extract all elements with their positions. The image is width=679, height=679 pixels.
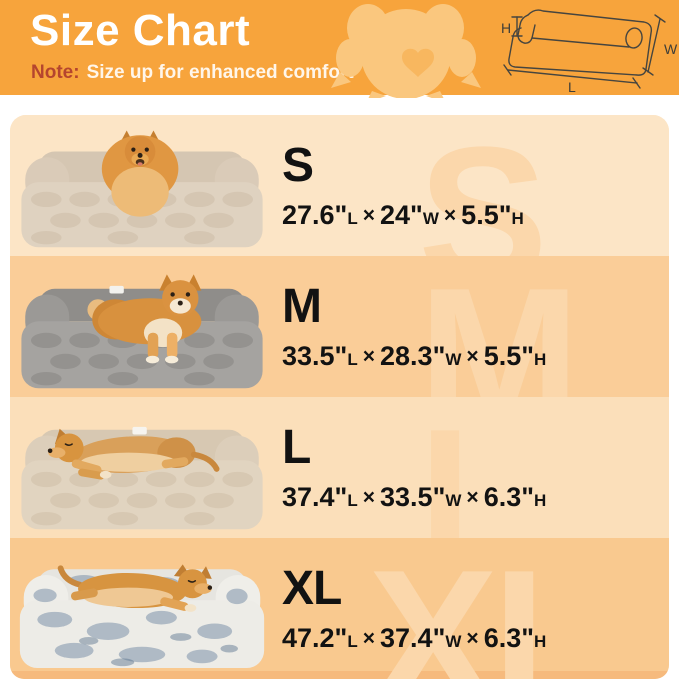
height-unit: H (534, 632, 547, 651)
size-label: M (282, 280, 322, 333)
size-dimensions: 33.5"L × 28.3"W × 5.5"H (282, 343, 546, 370)
pomeranian-dog (101, 130, 179, 217)
length-value: 27.6" (282, 200, 348, 230)
dog-head-heart-icon (331, 4, 481, 98)
size-row-l: L (10, 397, 669, 595)
height-unit: H (534, 350, 547, 369)
width-unit: W (445, 632, 462, 651)
size-label: XL (282, 562, 342, 615)
stretched-dog (47, 428, 220, 480)
height-value: 6.3" (483, 482, 535, 512)
size-row-m: M (10, 256, 669, 454)
width-value: 28.3" (380, 341, 446, 371)
bed-dimensions-diagram: H W L (501, 9, 678, 94)
stretched-shiba-dog (57, 564, 213, 612)
size-dimensions: 47.2"L × 37.4"W × 6.3"H (282, 625, 546, 652)
bed-photo-s-pomeranian (21, 130, 263, 248)
note-text: Size up for enhanced comfort (86, 62, 354, 83)
diagram-w-label: W (664, 41, 678, 57)
times-sign: × (362, 345, 376, 368)
times-sign: × (362, 204, 376, 227)
times-sign: × (362, 627, 376, 650)
width-unit: W (422, 209, 439, 228)
note-line: Note: Size up for enhanced comfort (31, 62, 354, 84)
size-label: S (282, 139, 314, 192)
size-dimensions: 37.4"L × 33.5"W × 6.3"H (282, 484, 546, 511)
height-value: 5.5" (461, 200, 512, 230)
size-row-xl: XL (10, 538, 669, 679)
height-unit: H (511, 209, 524, 228)
size-info-xl: XL 47.2"L × 37.4"W × 6.3"H (282, 538, 546, 679)
size-info-s: S 27.6"L × 24"W × 5.5"H (282, 115, 524, 256)
height-value: 6.3" (483, 623, 535, 653)
header: Size Chart Note: Size up for enhanced com… (0, 0, 679, 98)
length-unit: L (347, 632, 358, 651)
times-sign: × (466, 486, 479, 509)
shiba-inu-dog (87, 274, 202, 364)
width-value: 33.5" (380, 482, 446, 512)
length-value: 47.2" (282, 623, 348, 653)
width-unit: W (445, 350, 462, 369)
bed-photo-m-shiba (21, 274, 263, 389)
width-value: 24" (380, 200, 423, 230)
length-unit: L (347, 491, 358, 510)
height-value: 5.5" (483, 341, 535, 371)
page-title: Size Chart (30, 6, 251, 55)
size-row-s: S (10, 115, 669, 313)
watermark-letter-xl: XL (368, 529, 611, 679)
length-unit: L (347, 350, 358, 369)
bed-photo-l-stretched-dog (21, 426, 263, 530)
times-sign: × (466, 345, 479, 368)
note-label: Note: (31, 62, 80, 83)
times-sign: × (466, 627, 479, 650)
size-dimensions: 27.6"L × 24"W × 5.5"H (282, 202, 524, 229)
height-unit: H (534, 491, 547, 510)
times-sign: × (443, 204, 457, 227)
length-value: 33.5" (282, 341, 348, 371)
width-unit: W (445, 491, 462, 510)
diagram-h-label: H (501, 20, 511, 36)
size-info-l: L 37.4"L × 33.5"W × 6.3"H (282, 397, 546, 538)
width-value: 37.4" (380, 623, 446, 653)
size-info-m: M 33.5"L × 28.3"W × 5.5"H (282, 256, 546, 397)
bed-photo-xl-tie-dye (19, 564, 265, 669)
size-label: L (282, 421, 311, 474)
length-unit: L (347, 209, 358, 228)
size-panel: S (10, 115, 669, 679)
diagram-l-label: L (568, 79, 576, 94)
times-sign: × (362, 486, 376, 509)
length-value: 37.4" (282, 482, 348, 512)
